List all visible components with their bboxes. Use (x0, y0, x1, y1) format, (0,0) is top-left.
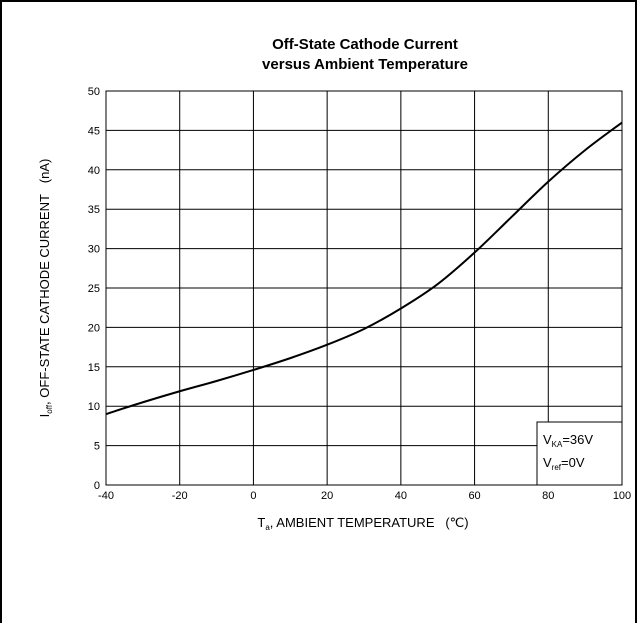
chart-title-line-1: Off-State Cathode Current (272, 36, 458, 53)
series-line (105, 121, 623, 416)
y-tick-label: 45 (88, 125, 100, 137)
series (105, 121, 623, 416)
legend-box (536, 421, 623, 486)
y-tick-label: 5 (94, 441, 100, 453)
x-tick-label: 0 (250, 490, 256, 502)
chart-title-line-2: versus Ambient Temperature (262, 56, 468, 73)
y-tick-label: 35 (88, 204, 100, 216)
y-tick-label: 0 (94, 480, 100, 492)
grid (105, 90, 623, 486)
y-tick-label: 30 (88, 244, 100, 256)
plot-frame (105, 90, 623, 486)
y-axis-label: Ioff, OFF-STATE CATHODE CURRENT (nA) (37, 159, 54, 418)
y-tick-label: 15 (88, 362, 100, 374)
x-tick-label: 20 (321, 490, 333, 502)
x-axis-label: Ta, AMBIENT TEMPERATURE (℃) (257, 515, 468, 532)
y-tick-labels: 0 5 10 15 20 25 30 35 40 45 50 (88, 86, 100, 492)
y-tick-label: 25 (88, 283, 100, 295)
y-tick-label: 40 (88, 165, 100, 177)
x-tick-labels: -40 -20 0 20 40 60 80 100 (98, 490, 631, 502)
x-tick-label: -40 (98, 490, 114, 502)
x-tick-label: -20 (172, 490, 188, 502)
x-tick-label: 40 (395, 490, 407, 502)
y-tick-label: 10 (88, 401, 100, 413)
annotation-vka: VKA=36V (543, 432, 593, 449)
y-tick-label: 50 (88, 86, 100, 98)
x-tick-label: 100 (613, 490, 631, 502)
x-tick-label: 60 (468, 490, 480, 502)
y-tick-label: 20 (88, 322, 100, 334)
x-tick-label: 80 (542, 490, 554, 502)
annotation-vref: Vref=0V (543, 455, 585, 472)
